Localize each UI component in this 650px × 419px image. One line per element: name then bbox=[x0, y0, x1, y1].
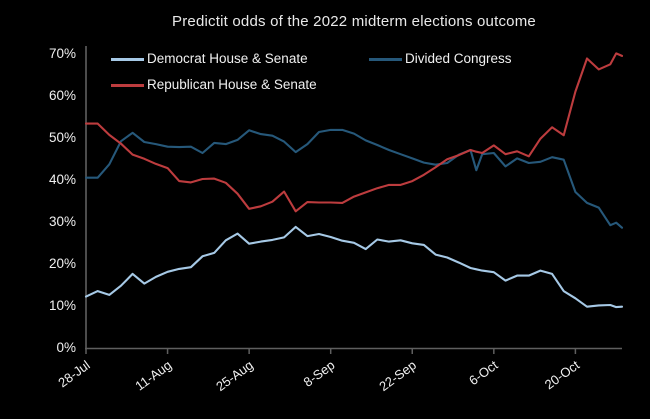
x-tick-label: 20-Oct bbox=[542, 357, 583, 392]
x-tick-label: 6-Oct bbox=[466, 357, 501, 388]
y-tick-label: 10% bbox=[49, 298, 76, 313]
legend-label-democrat: Democrat House & Senate bbox=[147, 51, 308, 66]
legend-line-swatch-divided bbox=[369, 58, 402, 61]
legend-item-democrat: Democrat House & Senate bbox=[111, 51, 308, 68]
x-tick-label: 8-Sep bbox=[301, 357, 338, 390]
y-tick-label: 0% bbox=[56, 340, 76, 355]
y-tick-label: 60% bbox=[49, 88, 76, 103]
legend-item-republican: Republican House & Senate bbox=[111, 77, 317, 94]
legend-item-divided: Divided Congress bbox=[369, 51, 512, 68]
x-tick-label: 22-Sep bbox=[376, 357, 419, 394]
x-tick-label: 11-Aug bbox=[132, 357, 174, 393]
x-tick-label: 28-Jul bbox=[55, 357, 93, 390]
series-line-democrat-house-senate bbox=[84, 225, 624, 309]
chart-title: Predictit odds of the 2022 midterm elect… bbox=[172, 13, 536, 30]
y-tick-label: 20% bbox=[49, 256, 76, 271]
y-tick-label: 50% bbox=[49, 130, 76, 145]
y-tick-label: 70% bbox=[49, 46, 76, 61]
x-tick-label: 25-Aug bbox=[213, 357, 256, 394]
series-line-republican-house-senate bbox=[84, 52, 624, 213]
legend-line-swatch-republican bbox=[111, 84, 144, 87]
legend-label-republican: Republican House & Senate bbox=[147, 77, 317, 92]
y-tick-label: 40% bbox=[49, 172, 76, 187]
series-line-divided-congress bbox=[84, 128, 624, 229]
legend-label-divided: Divided Congress bbox=[405, 51, 512, 66]
y-tick-label: 30% bbox=[49, 214, 76, 229]
legend-line-swatch-democrat bbox=[111, 58, 144, 61]
